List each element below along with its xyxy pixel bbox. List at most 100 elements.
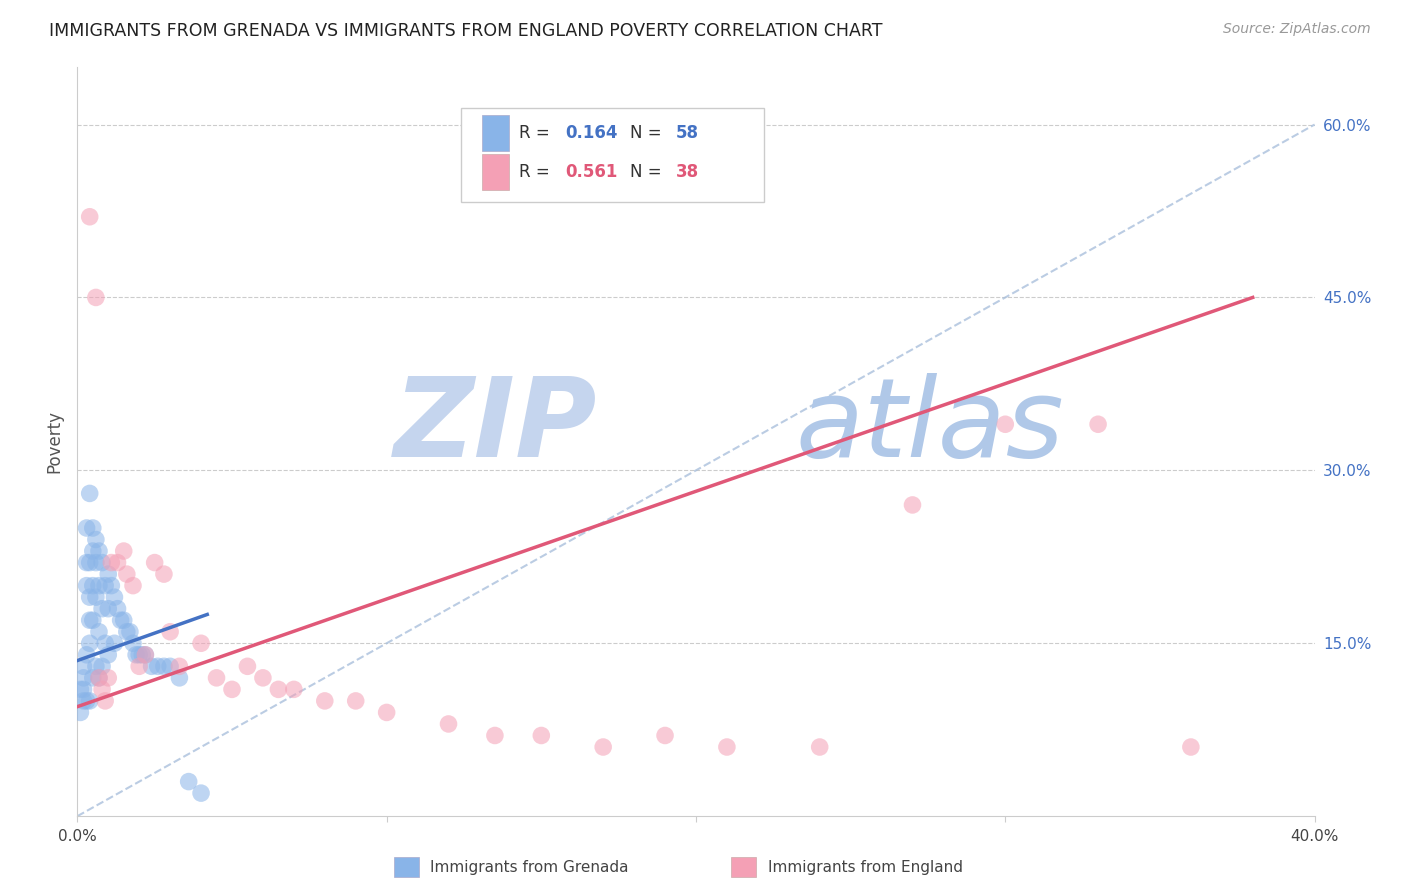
- Point: [82, 521, 104, 535]
- FancyBboxPatch shape: [482, 153, 509, 190]
- Text: IMMIGRANTS FROM GRENADA VS IMMIGRANTS FROM ENGLAND POVERTY CORRELATION CHART: IMMIGRANTS FROM GRENADA VS IMMIGRANTS FR…: [49, 22, 883, 40]
- Point: [107, 556, 129, 570]
- Point: [76, 648, 98, 662]
- Point: [141, 659, 163, 673]
- Point: [82, 579, 104, 593]
- Point: [901, 498, 924, 512]
- Point: [76, 579, 98, 593]
- Text: 58: 58: [676, 124, 699, 142]
- Point: [97, 671, 120, 685]
- Point: [115, 624, 138, 639]
- Point: [97, 567, 120, 582]
- Point: [159, 659, 181, 673]
- Point: [115, 567, 138, 582]
- Point: [122, 579, 145, 593]
- Point: [79, 694, 101, 708]
- Point: [205, 671, 228, 685]
- Point: [91, 682, 114, 697]
- Point: [159, 624, 181, 639]
- Point: [91, 601, 114, 615]
- Point: [134, 648, 156, 662]
- Point: [190, 636, 212, 650]
- Point: [177, 774, 200, 789]
- Text: Immigrants from England: Immigrants from England: [768, 860, 963, 874]
- Point: [87, 624, 110, 639]
- Point: [267, 682, 290, 697]
- Text: 0.164: 0.164: [565, 124, 617, 142]
- FancyBboxPatch shape: [461, 108, 763, 202]
- Point: [169, 659, 191, 673]
- Point: [72, 671, 94, 685]
- Point: [84, 533, 107, 547]
- Point: [72, 682, 94, 697]
- Point: [314, 694, 336, 708]
- Point: [87, 671, 110, 685]
- Point: [87, 579, 110, 593]
- Point: [84, 590, 107, 604]
- Point: [169, 671, 191, 685]
- Point: [1087, 417, 1109, 432]
- Point: [100, 556, 122, 570]
- Text: Source: ZipAtlas.com: Source: ZipAtlas.com: [1223, 22, 1371, 37]
- Point: [484, 729, 506, 743]
- Text: 38: 38: [676, 163, 699, 181]
- Point: [72, 694, 94, 708]
- Point: [97, 601, 120, 615]
- Point: [112, 544, 135, 558]
- Point: [87, 544, 110, 558]
- Point: [94, 636, 117, 650]
- Point: [112, 613, 135, 627]
- Point: [994, 417, 1017, 432]
- Point: [252, 671, 274, 685]
- Point: [283, 682, 305, 697]
- Point: [143, 556, 166, 570]
- Point: [82, 613, 104, 627]
- Point: [153, 567, 176, 582]
- Point: [375, 706, 398, 720]
- Text: ZIP: ZIP: [394, 373, 598, 480]
- Point: [716, 739, 738, 754]
- Point: [79, 636, 101, 650]
- Point: [110, 613, 132, 627]
- Point: [808, 739, 831, 754]
- Y-axis label: Poverty: Poverty: [45, 410, 63, 473]
- FancyBboxPatch shape: [482, 115, 509, 151]
- Text: R =: R =: [519, 124, 555, 142]
- Point: [69, 682, 91, 697]
- Point: [76, 556, 98, 570]
- Point: [128, 648, 150, 662]
- Point: [79, 613, 101, 627]
- Point: [84, 290, 107, 304]
- Point: [437, 717, 460, 731]
- Point: [190, 786, 212, 800]
- Point: [84, 659, 107, 673]
- Point: [236, 659, 259, 673]
- Point: [118, 624, 141, 639]
- Point: [82, 671, 104, 685]
- Point: [76, 694, 98, 708]
- Point: [91, 556, 114, 570]
- Point: [91, 659, 114, 673]
- Point: [79, 590, 101, 604]
- Point: [72, 659, 94, 673]
- Point: [76, 521, 98, 535]
- Point: [97, 648, 120, 662]
- Text: Immigrants from Grenada: Immigrants from Grenada: [430, 860, 628, 874]
- Text: N =: N =: [630, 124, 668, 142]
- Text: R =: R =: [519, 163, 555, 181]
- Point: [79, 486, 101, 500]
- Text: N =: N =: [630, 163, 668, 181]
- Point: [122, 636, 145, 650]
- Point: [134, 648, 156, 662]
- Point: [79, 556, 101, 570]
- Point: [87, 671, 110, 685]
- Point: [84, 556, 107, 570]
- Point: [82, 544, 104, 558]
- Point: [131, 648, 153, 662]
- Text: atlas: atlas: [794, 373, 1063, 480]
- Point: [344, 694, 367, 708]
- Point: [1180, 739, 1202, 754]
- Point: [654, 729, 676, 743]
- Text: 0.561: 0.561: [565, 163, 617, 181]
- Point: [94, 579, 117, 593]
